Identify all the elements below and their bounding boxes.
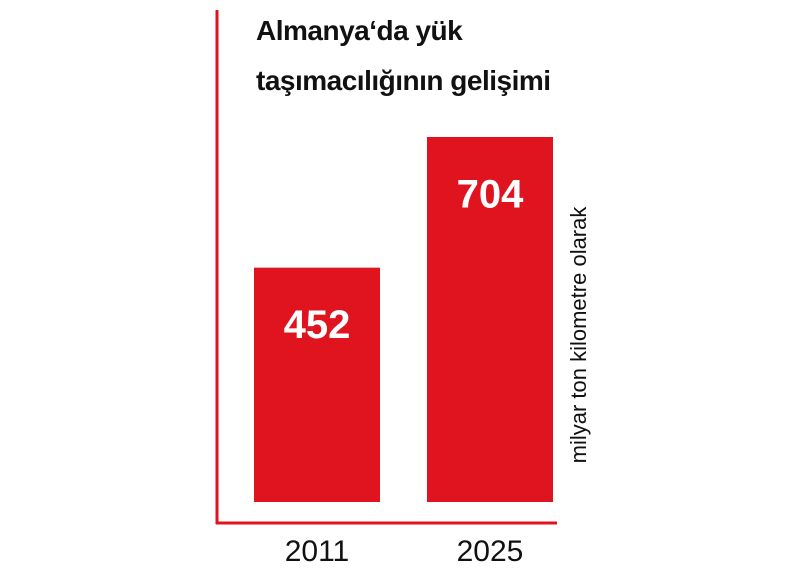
chart-title: Almanya‘da yük taşımacılığının gelişimi [256,15,551,96]
bar [427,137,553,502]
value-label: 704 [457,173,524,217]
x-tick-label: 2011 [285,535,350,568]
x-tick-label: 2025 [457,535,524,568]
y-axis-label: milyar ton kilometre olarak [566,206,591,464]
bar [254,267,380,502]
value-label: 452 [284,303,351,347]
